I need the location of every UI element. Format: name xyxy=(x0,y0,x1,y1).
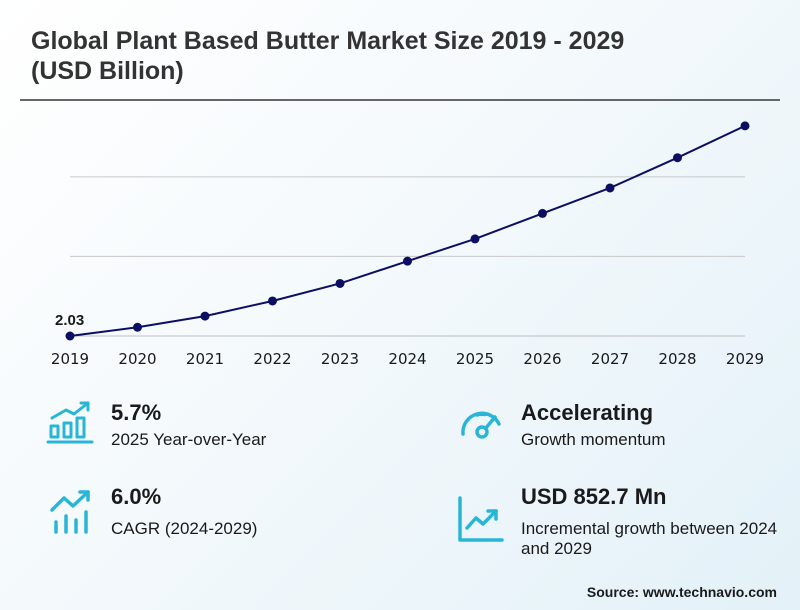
x-tick-label: 2028 xyxy=(658,350,696,368)
x-tick-label: 2027 xyxy=(591,350,629,368)
data-point xyxy=(470,234,480,244)
data-point xyxy=(403,256,412,266)
data-point xyxy=(538,208,547,218)
x-tick-label: 2020 xyxy=(118,350,156,368)
x-tick-label: 2025 xyxy=(456,350,494,368)
x-tick-label: 2029 xyxy=(726,350,764,368)
data-point xyxy=(65,331,75,341)
metric-value: Accelerating xyxy=(521,400,654,425)
data-point xyxy=(335,278,345,288)
x-tick-label: 2023 xyxy=(321,350,359,368)
metric-label: Incremental growth between 2024 and 2029 xyxy=(521,519,778,558)
x-tick-label: 2024 xyxy=(388,350,426,368)
trend-bars-icon xyxy=(50,490,90,534)
speedometer-icon xyxy=(461,411,501,439)
metric-label: 2025 Year-over-Year xyxy=(111,430,267,449)
data-point xyxy=(133,322,142,332)
line-chart: 2019 2020 2021 2022 2023 2024 2025 2026 2027 2028… xyxy=(51,121,764,368)
series-line xyxy=(69,124,746,337)
bar-chart-growth-icon xyxy=(46,401,94,444)
source-note: Source: www.technavio.com xyxy=(586,584,777,600)
x-tick-label: 2021 xyxy=(186,350,224,368)
data-point xyxy=(740,121,750,131)
data-label: 2.03 xyxy=(55,312,84,329)
metric-momentum: Accelerating Growth momentum xyxy=(521,400,666,450)
metric-value: USD 852.7 Mn xyxy=(521,484,667,509)
x-tick-label: 2022 xyxy=(253,350,291,368)
metric-label: CAGR (2024-2029) xyxy=(111,519,258,538)
data-point xyxy=(268,296,277,306)
metric-yoy: 5.7% 2025 Year-over-Year xyxy=(111,400,266,450)
trend-up-chart-icon xyxy=(458,496,504,542)
x-tick-label: 2019 xyxy=(51,350,89,368)
data-point xyxy=(605,183,615,193)
metric-label: Growth momentum xyxy=(521,430,666,449)
title-divider xyxy=(20,99,780,101)
metric-incremental: USD 852.7 Mn Incremental growth between … xyxy=(521,484,781,559)
metric-cagr: 6.0% CAGR (2024-2029) xyxy=(111,484,257,539)
chart-title: Global Plant Based Butter Market Size 20… xyxy=(31,27,625,85)
metric-value: 6.0% xyxy=(111,484,162,509)
data-point xyxy=(673,153,682,163)
data-point xyxy=(200,311,210,321)
metric-value: 5.7% xyxy=(111,400,162,425)
x-tick-label: 2026 xyxy=(523,350,561,368)
